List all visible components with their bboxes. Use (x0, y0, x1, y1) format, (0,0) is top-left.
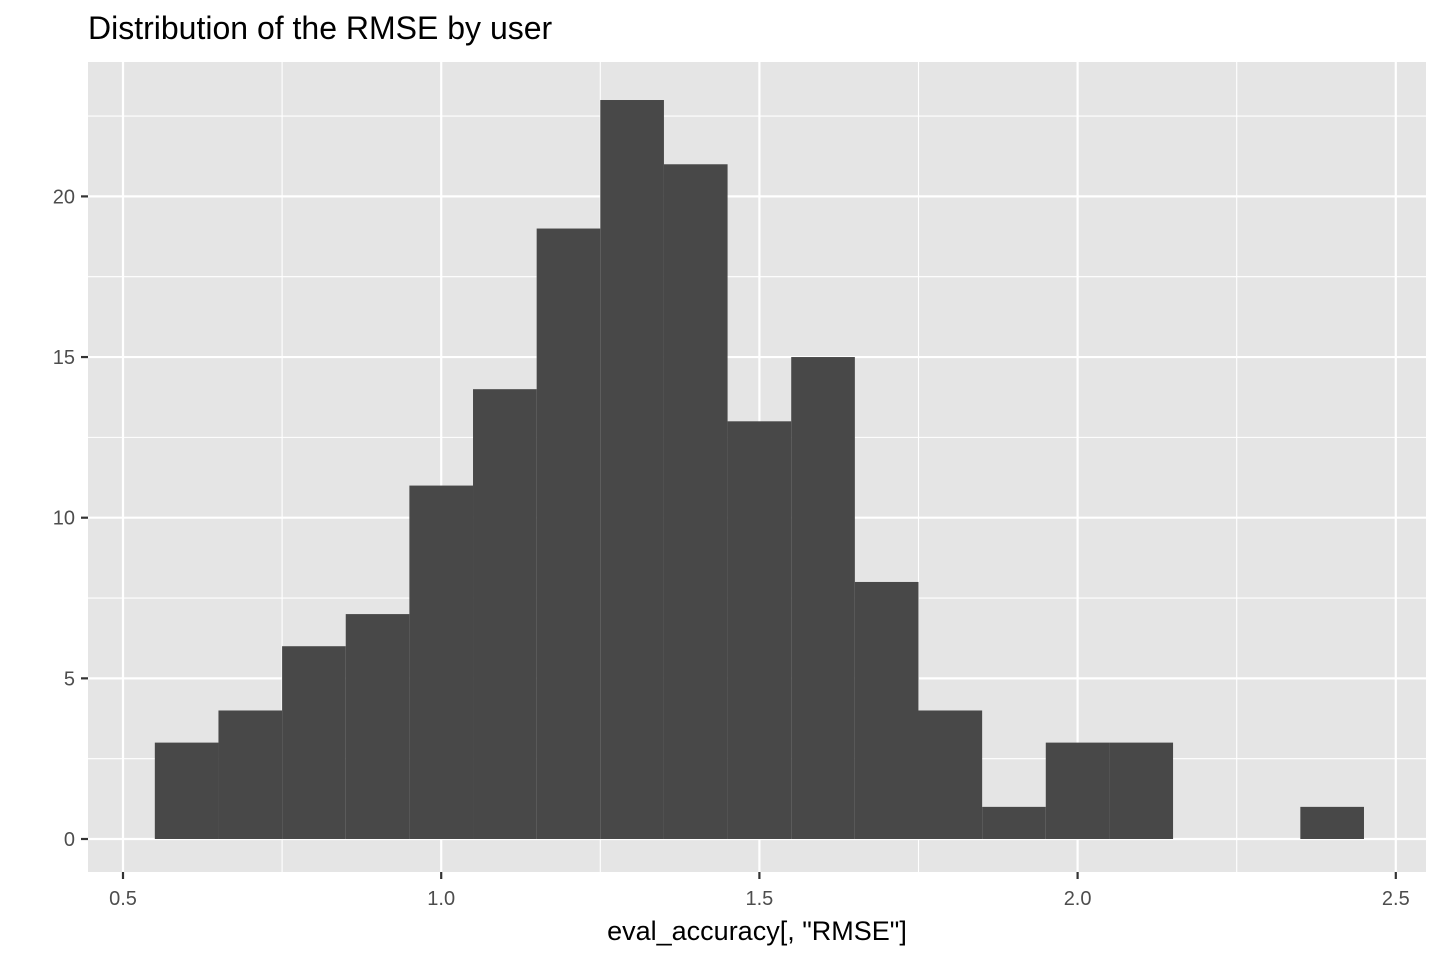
histogram-bar (1300, 806, 1364, 839)
histogram-bar (1045, 742, 1110, 839)
histogram-bar (982, 806, 1046, 839)
x-tick-label: 1.5 (745, 888, 773, 910)
x-tick-label: 1.0 (427, 888, 455, 910)
y-tick-label: 15 (53, 347, 75, 369)
y-tick-label: 5 (64, 668, 75, 690)
x-tick-label: 0.5 (109, 888, 137, 910)
histogram-bar (600, 100, 664, 839)
chart-title: Distribution of the RMSE by user (88, 10, 553, 46)
histogram-bar (854, 581, 919, 839)
y-tick-label: 0 (64, 829, 75, 851)
x-tick-label: 2.5 (1382, 888, 1410, 910)
histogram-bar (409, 485, 474, 839)
histogram-bar (473, 389, 537, 839)
histogram-bar (791, 357, 855, 839)
histogram-bar (536, 228, 601, 839)
histogram-bar (1109, 742, 1174, 839)
x-axis: 0.5 1.0 1.5 2.0 2.5 (109, 872, 1410, 910)
x-tick-label: 2.0 (1064, 888, 1092, 910)
y-tick-label: 20 (53, 186, 75, 208)
histogram-bar (663, 164, 728, 839)
histogram-bar (727, 421, 792, 839)
histogram-bar (345, 614, 410, 839)
histogram-bar (282, 646, 346, 839)
x-axis-title: eval_accuracy[, "RMSE"] (607, 916, 907, 946)
y-axis: 0 5 10 15 20 (53, 186, 88, 851)
histogram-bar (154, 742, 219, 839)
histogram-bar (918, 710, 983, 839)
histogram-bar (218, 710, 283, 839)
histogram-bars (154, 100, 1364, 839)
y-tick-label: 10 (53, 508, 75, 530)
